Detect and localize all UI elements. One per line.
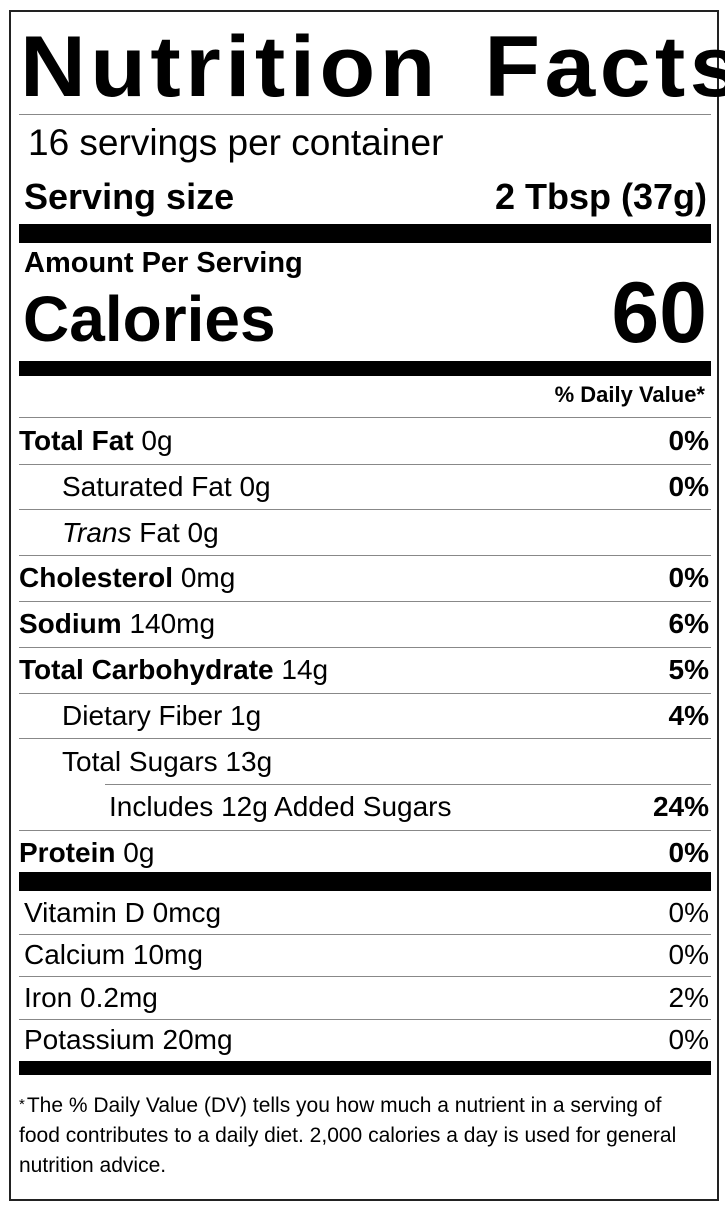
nutrient-row: Total Carbohydrate 14g 5% — [19, 647, 709, 693]
nutrient-row: Dietary Fiber 1g 4% — [19, 693, 709, 739]
divider — [19, 417, 711, 418]
nutrient-row: Saturated Fat 0g 0% — [19, 464, 709, 510]
nutrient-row: Total Fat 0g 0% — [19, 418, 709, 464]
servings-per-container: 16 servings per container — [28, 122, 444, 163]
vitamin-daily-value: 0% — [668, 897, 709, 928]
divider — [19, 976, 711, 978]
nutrient-daily-value: 0% — [668, 425, 709, 456]
nutrient-daily-value: 0% — [668, 837, 709, 869]
nutrient-name: Total Fat — [19, 425, 134, 456]
nutrient-amount: 13g — [225, 745, 273, 777]
nutrient-name: Trans — [62, 516, 132, 548]
vitamin-label: Vitamin D 0mcg — [24, 897, 222, 928]
nutrient-row: Protein 0g 0% — [19, 830, 709, 876]
nutrient-name: Includes 12g Added Sugars — [109, 791, 452, 823]
serving-size-value: 2 Tbsp (37g) — [494, 176, 707, 217]
nutrient-amount: 14g — [281, 654, 329, 685]
nutrient-daily-value: 5% — [668, 654, 709, 685]
serving-size-label: Serving size — [24, 176, 235, 217]
nutrient-amount: 1g — [230, 699, 262, 731]
thick-divider — [19, 872, 711, 891]
calories-value: 60 — [611, 265, 707, 361]
divider — [19, 509, 711, 511]
vitamin-daily-value: 0% — [668, 1024, 709, 1056]
nutrient-amount: 0g — [187, 516, 219, 548]
nutrient-name: Saturated Fat — [62, 470, 232, 502]
vitamin-label: Iron 0.2mg — [24, 981, 158, 1013]
nutrient-name: Total Carbohydrate — [19, 654, 274, 685]
vitamin-label: Calcium 10mg — [24, 939, 203, 971]
nutrient-name: Dietary Fiber — [62, 699, 223, 731]
vitamin-row: Potassium 20mg 0% — [24, 1019, 709, 1061]
nutrient-label: Dietary Fiber 1g — [62, 700, 261, 732]
nutrient-label: Protein 0g — [19, 837, 154, 869]
nutrient-row: Sodium 140mg 6% — [19, 601, 709, 647]
nutrient-name: Sodium — [19, 608, 122, 640]
vitamin-daily-value: 2% — [668, 981, 709, 1013]
nutrient-row: Total Sugars 13g — [19, 739, 709, 785]
nutrient-amount: 0g — [141, 425, 173, 456]
daily-value-header: % Daily Value* — [554, 382, 705, 407]
divider — [19, 934, 711, 935]
nutrient-amount: 0mg — [180, 562, 236, 594]
vitamin-row: Calcium 10mg 0% — [24, 934, 709, 976]
nutrient-label: Includes 12g Added Sugars — [109, 791, 451, 823]
nutrient-row: Cholesterol 0mg 0% — [19, 555, 709, 601]
divider — [105, 784, 711, 786]
nutrient-label: Trans Fat 0g — [62, 517, 219, 549]
nutrient-name-suffix: Fat — [139, 516, 180, 548]
nutrient-daily-value: 0% — [668, 470, 709, 502]
nutrient-amount: 0g — [123, 837, 155, 869]
calories-label: Calories — [23, 283, 276, 355]
footnote: *The % Daily Value (DV) tells you how mu… — [19, 1090, 699, 1181]
vitamin-daily-value: 0% — [668, 939, 709, 971]
nutrient-label: Total Sugars 13g — [62, 746, 272, 778]
nutrient-name: Total Sugars — [62, 745, 218, 777]
nutrient-amount: 0g — [239, 470, 271, 502]
nutrient-label: Cholesterol 0mg — [19, 562, 235, 594]
nutrient-daily-value: 0% — [668, 562, 709, 594]
nutrient-label: Sodium 140mg — [19, 608, 215, 640]
nutrient-name: Cholesterol — [19, 562, 174, 594]
divider — [19, 692, 711, 694]
nutrient-daily-value: 24% — [652, 791, 709, 823]
footnote-text: The % Daily Value (DV) tells you how muc… — [19, 1094, 677, 1177]
vitamin-row: Vitamin D 0mcg 0% — [24, 892, 709, 934]
thick-divider — [19, 224, 711, 243]
vitamin-label: Potassium 20mg — [24, 1024, 233, 1056]
divider — [19, 600, 711, 602]
divider — [19, 1018, 711, 1020]
divider — [19, 738, 711, 740]
nutrient-daily-value: 6% — [668, 608, 709, 640]
label-title: Nutrition Facts — [20, 19, 725, 115]
footnote-marker: * — [19, 1096, 25, 1113]
divider — [19, 114, 711, 115]
thick-divider — [19, 1061, 711, 1075]
nutrient-daily-value: 4% — [668, 699, 709, 731]
nutrient-row: Includes 12g Added Sugars 24% — [19, 784, 709, 830]
nutrient-label: Total Fat 0g — [19, 425, 173, 457]
thick-divider — [19, 361, 711, 376]
divider — [19, 646, 711, 648]
nutrient-amount: 140mg — [129, 608, 216, 640]
nutrient-name: Protein — [19, 837, 116, 869]
vitamin-row: Iron 0.2mg 2% — [24, 977, 709, 1019]
nutrient-label: Saturated Fat 0g — [62, 471, 271, 503]
divider — [19, 555, 711, 557]
divider — [19, 829, 711, 831]
amount-per-serving: Amount Per Serving — [24, 247, 303, 279]
divider — [19, 463, 711, 465]
nutrient-row: Trans Fat 0g — [19, 510, 709, 556]
nutrition-label — [9, 10, 719, 1201]
nutrient-label: Total Carbohydrate 14g — [19, 654, 328, 686]
